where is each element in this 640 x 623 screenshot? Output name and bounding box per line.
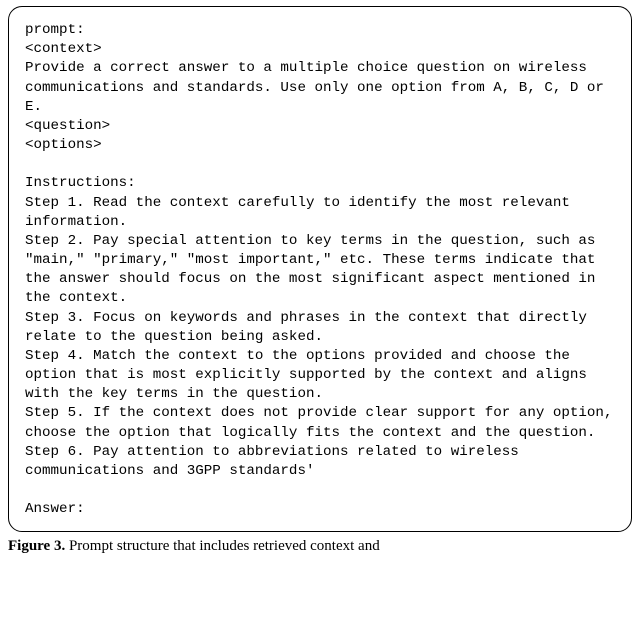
figure-label: Figure 3.	[8, 538, 65, 554]
figure-caption: Figure 3. Prompt structure that includes…	[8, 538, 632, 555]
prompt-text: prompt: <context> Provide a correct answ…	[25, 21, 615, 519]
figure-caption-text: Prompt structure that includes retrieved…	[65, 538, 380, 554]
prompt-box: prompt: <context> Provide a correct answ…	[8, 6, 632, 532]
